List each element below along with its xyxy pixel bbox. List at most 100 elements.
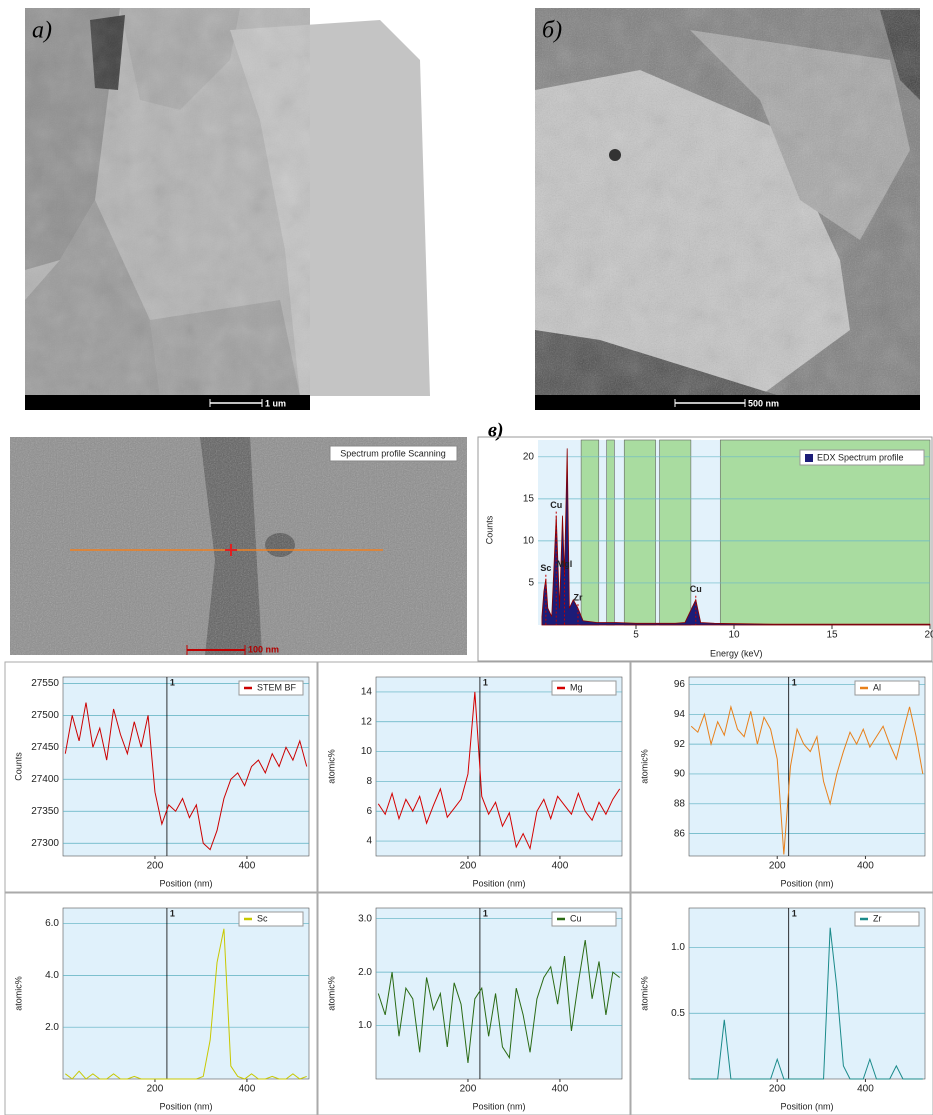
peak-label: Zr (573, 593, 582, 603)
scale-label: 100 nm (248, 644, 279, 654)
y-tick-label: 4.0 (45, 970, 59, 981)
band (719, 439, 931, 626)
y-tick-label: 27500 (31, 710, 59, 721)
panel-label: в) (488, 420, 504, 442)
legend-swatch (805, 454, 813, 462)
y-tick-label: 8 (366, 776, 372, 787)
cursor-label: 1 (170, 908, 175, 918)
x-axis-label: Position (nm) (472, 1101, 525, 1111)
peak-label: Cu (550, 500, 562, 510)
peak-label: Cu (690, 584, 702, 594)
y-tick-label: 0.5 (671, 1008, 685, 1019)
x-tick-label: 400 (857, 1084, 874, 1095)
legend-box (854, 680, 920, 696)
legend-label: Al (873, 682, 881, 692)
legend-label: Cu (570, 913, 582, 923)
plot-area (62, 676, 310, 857)
y-tick-label: 27350 (31, 806, 59, 817)
legend-label: Mg (570, 682, 583, 692)
legend-label: Sc (257, 913, 268, 923)
y-tick-label: 14 (361, 687, 373, 698)
x-tick-label: 200 (460, 1084, 477, 1095)
peak-label: Sc (540, 563, 551, 573)
profile-line (377, 691, 621, 851)
y-tick-label: 10 (361, 746, 373, 757)
cursor-label: 1 (170, 677, 175, 687)
x-tick-label: 200 (460, 861, 477, 872)
y-tick-label: 94 (674, 709, 686, 720)
frame (477, 436, 933, 662)
x-tick-label: 400 (239, 861, 256, 872)
x-tick-label: 200 (147, 1084, 164, 1095)
x-tick-label: 400 (552, 1084, 569, 1095)
y-tick-label: 5 (528, 578, 534, 589)
cursor-label: 1 (792, 908, 797, 918)
profile-line (691, 927, 923, 1080)
y-tick-label: 6 (366, 806, 372, 817)
y-axis-label: atomic% (326, 749, 336, 784)
plot-area (688, 907, 926, 1080)
legend-label: Zr (873, 913, 882, 923)
legend-box (238, 680, 304, 696)
legend-box (854, 911, 920, 927)
y-tick-label: 4 (366, 836, 372, 847)
y-tick-label: 27550 (31, 678, 59, 689)
y-axis-label: atomic% (639, 749, 649, 784)
cursor-label: 1 (483, 908, 488, 918)
x-axis-label: Energy (keV) (710, 648, 763, 658)
y-tick-label: 90 (674, 769, 686, 780)
x-tick-label: 200 (769, 861, 786, 872)
band (580, 439, 600, 626)
y-axis-label: Counts (484, 515, 494, 544)
scale-label: 1 um (265, 398, 286, 408)
y-tick-label: 1.0 (671, 942, 685, 953)
y-tick-label: 86 (674, 828, 686, 839)
x-tick-label: 5 (633, 630, 639, 641)
profile-line (690, 704, 924, 855)
y-axis-label: Counts (13, 752, 23, 781)
plot-area (375, 676, 623, 857)
y-tick-label: 88 (674, 798, 686, 809)
x-tick-label: 10 (728, 630, 740, 641)
profile-line (64, 702, 308, 851)
cursor-label: 1 (792, 677, 797, 687)
plot-area (62, 907, 310, 1080)
x-axis-label: Position (nm) (780, 878, 833, 888)
y-tick-label: 10 (523, 536, 535, 547)
profile-line (64, 928, 307, 1080)
image-a: 1 um а) (25, 8, 430, 410)
x-tick-label: 400 (552, 861, 569, 872)
x-axis-label: Position (nm) (472, 878, 525, 888)
plot-area (375, 907, 623, 1080)
x-axis-label: Position (nm) (780, 1101, 833, 1111)
image-title: Spectrum profile Scanning (340, 448, 446, 458)
plot-area (688, 676, 926, 857)
x-tick-label: 400 (857, 861, 874, 872)
legend-label: EDX Spectrum profile (817, 452, 904, 462)
x-tick-label: 20 (924, 630, 933, 641)
y-axis-label: atomic% (13, 976, 23, 1011)
legend-box (551, 680, 617, 696)
x-tick-label: 15 (826, 630, 838, 641)
y-tick-label: 1.0 (358, 1020, 372, 1031)
y-tick-label: 27450 (31, 742, 59, 753)
y-tick-label: 20 (523, 451, 535, 462)
y-tick-label: 12 (361, 716, 373, 727)
y-axis-label: atomic% (639, 976, 649, 1011)
y-tick-label: 3.0 (358, 913, 372, 924)
x-axis-label: Position (nm) (159, 1101, 212, 1111)
cursor-label: 1 (483, 677, 488, 687)
y-tick-label: 2.0 (358, 967, 372, 978)
legend-box (799, 449, 925, 466)
legend-box (238, 911, 304, 927)
y-axis-label: atomic% (326, 976, 336, 1011)
band (606, 439, 615, 626)
band (659, 439, 692, 626)
panel-label: а) (32, 18, 52, 44)
y-tick-label: 27400 (31, 774, 59, 785)
y-tick-label: 27300 (31, 838, 59, 849)
x-axis-label: Position (nm) (159, 878, 212, 888)
peak-label: Mgl (557, 559, 573, 569)
